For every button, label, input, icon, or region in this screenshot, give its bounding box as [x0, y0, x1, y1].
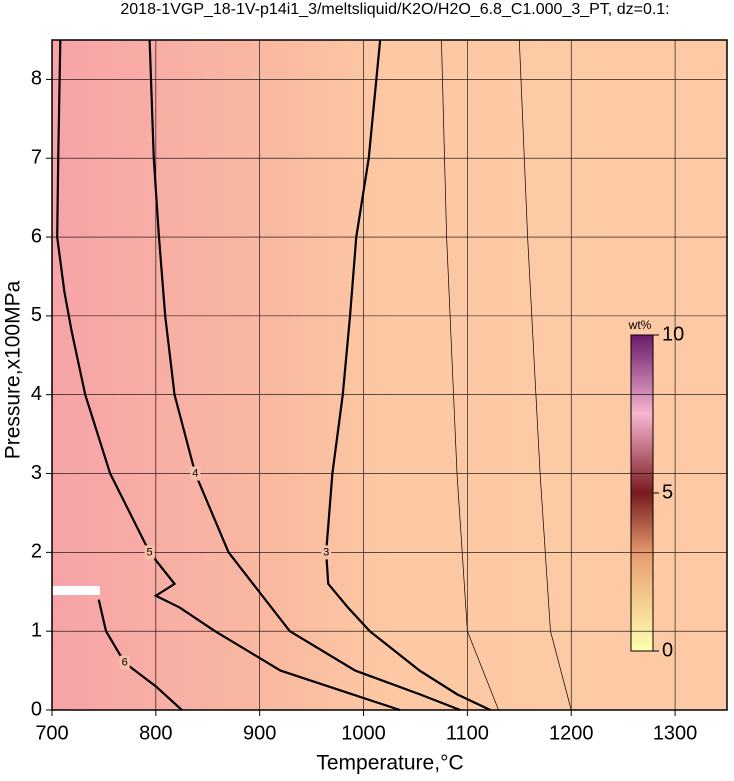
contour-line: [518, 39, 572, 711]
y-tick-label: 6: [31, 225, 42, 247]
x-tick-label: 1000: [341, 722, 386, 744]
y-axis-label: Pressure,x100MPa: [2, 280, 25, 459]
x-tick-label: 1300: [653, 722, 698, 744]
x-tick-label: 800: [139, 722, 172, 744]
contour-label: 4: [192, 467, 198, 479]
colorbar-tick-label: 0: [662, 639, 673, 661]
x-tick-label: 1100: [446, 722, 489, 744]
y-tick-label: 2: [31, 541, 42, 563]
x-tick-label: 900: [243, 722, 276, 744]
missing-data: [52, 586, 100, 595]
colorbar-tick-label: 10: [662, 323, 684, 345]
contour-label: 5: [147, 546, 153, 558]
x-axis-label: Temperature,°C: [316, 752, 463, 775]
contour-label: 3: [323, 546, 329, 558]
y-tick-label: 3: [31, 462, 42, 484]
contour-label-bg: [321, 545, 332, 560]
y-tick-label: 7: [31, 147, 42, 169]
x-tick-label: 1200: [549, 722, 594, 744]
colorbar-label: wt%: [628, 318, 652, 332]
y-tick-label: 1: [31, 619, 42, 641]
plot-frame: [51, 39, 728, 711]
contour-label: 6: [122, 657, 128, 669]
contour-label-bg: [119, 655, 130, 670]
contour-line: [56, 39, 401, 712]
plot-background: [52, 40, 727, 710]
x-tick-label: 700: [35, 722, 68, 744]
colorbar-tick-label: 5: [662, 481, 673, 503]
contour-label-bg: [144, 545, 155, 560]
y-tick-label: 0: [31, 698, 42, 720]
y-tick-label: 5: [31, 304, 42, 326]
chart-title: 2018-1VGP_18-1V-p14i1_3/meltsliquid/K2O/…: [120, 1, 669, 18]
y-tick-label: 4: [31, 383, 42, 405]
contour-line: [441, 39, 499, 711]
contour-label-bg: [190, 466, 201, 481]
y-tick-label: 8: [31, 68, 42, 90]
colorbar: [630, 334, 654, 652]
